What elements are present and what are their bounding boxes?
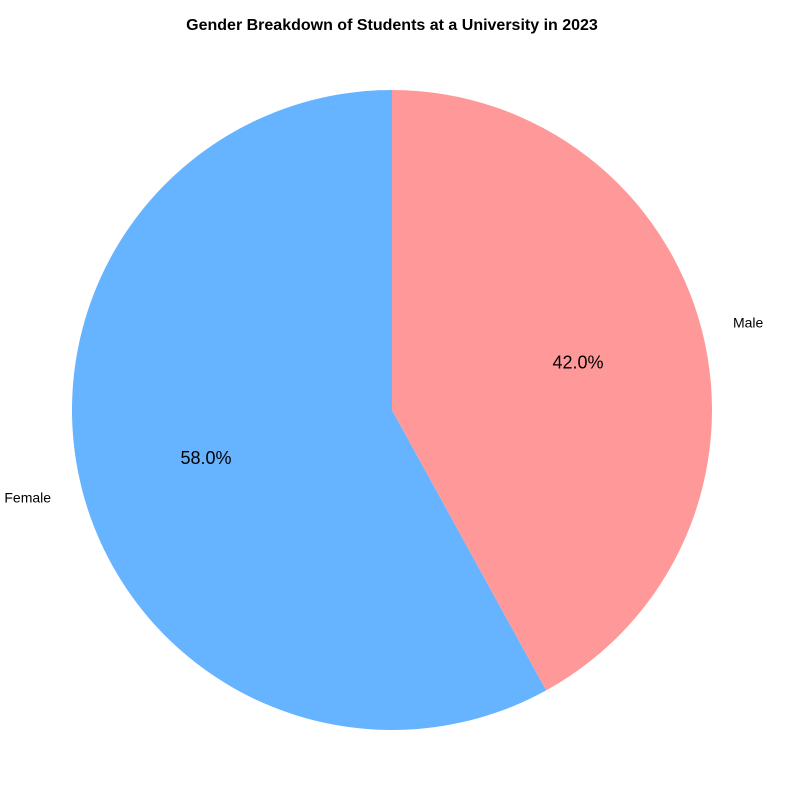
pie-slice-female <box>72 90 547 730</box>
slice-label-male: Male <box>733 314 764 330</box>
slice-percent-female: 58.0% <box>181 448 232 468</box>
slice-label-female: Female <box>4 490 51 506</box>
pie-labels: Female 58.0% Male 42.0% <box>4 314 763 505</box>
pie-slices <box>72 90 713 730</box>
slice-percent-male: 42.0% <box>552 352 603 372</box>
pie-slice-male <box>392 90 713 691</box>
chart-title: Gender Breakdown of Students at a Univer… <box>186 17 598 34</box>
